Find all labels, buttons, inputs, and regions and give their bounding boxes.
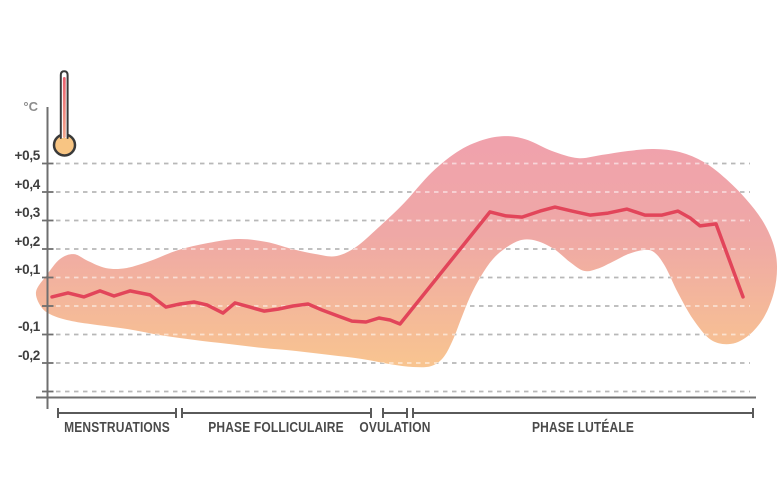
y-axis-labels: +0,5 +0,4 +0,3 +0,2 +0,1 -0,1 -0,2	[15, 148, 42, 363]
temperature-line	[50, 205, 745, 326]
thermometer-mercury	[62, 77, 66, 138]
y-axis-label-minus02: -0,2	[18, 348, 40, 363]
y-axis-label-plus03: +0,3	[15, 205, 41, 220]
y-axis-label-plus05: +0,5	[15, 148, 41, 163]
thermometer-icon	[52, 70, 77, 157]
phase-label-menstruations: MENSTRUATIONS	[64, 419, 170, 436]
y-axis-label-plus02: +0,2	[15, 234, 40, 249]
phase-label-ovulation: OVULATION	[359, 419, 430, 436]
phase-brackets	[57, 408, 754, 418]
y-axis-ticks	[42, 162, 54, 393]
y-axis-label-minus01: -0,1	[18, 319, 41, 334]
celsius-unit-label: °C	[23, 99, 38, 114]
temperature-range-band	[35, 136, 778, 368]
phase-label-folliculaire: PHASE FOLLICULAIRE	[208, 419, 344, 436]
y-axis-label-plus01: +0,1	[15, 262, 41, 277]
phase-labels: MENSTRUATIONS PHASE FOLLICULAIRE OVULATI…	[64, 419, 634, 436]
y-axis-label-plus04: +0,4	[15, 177, 41, 192]
phase-label-luteale: PHASE LUTÉALE	[532, 419, 634, 436]
